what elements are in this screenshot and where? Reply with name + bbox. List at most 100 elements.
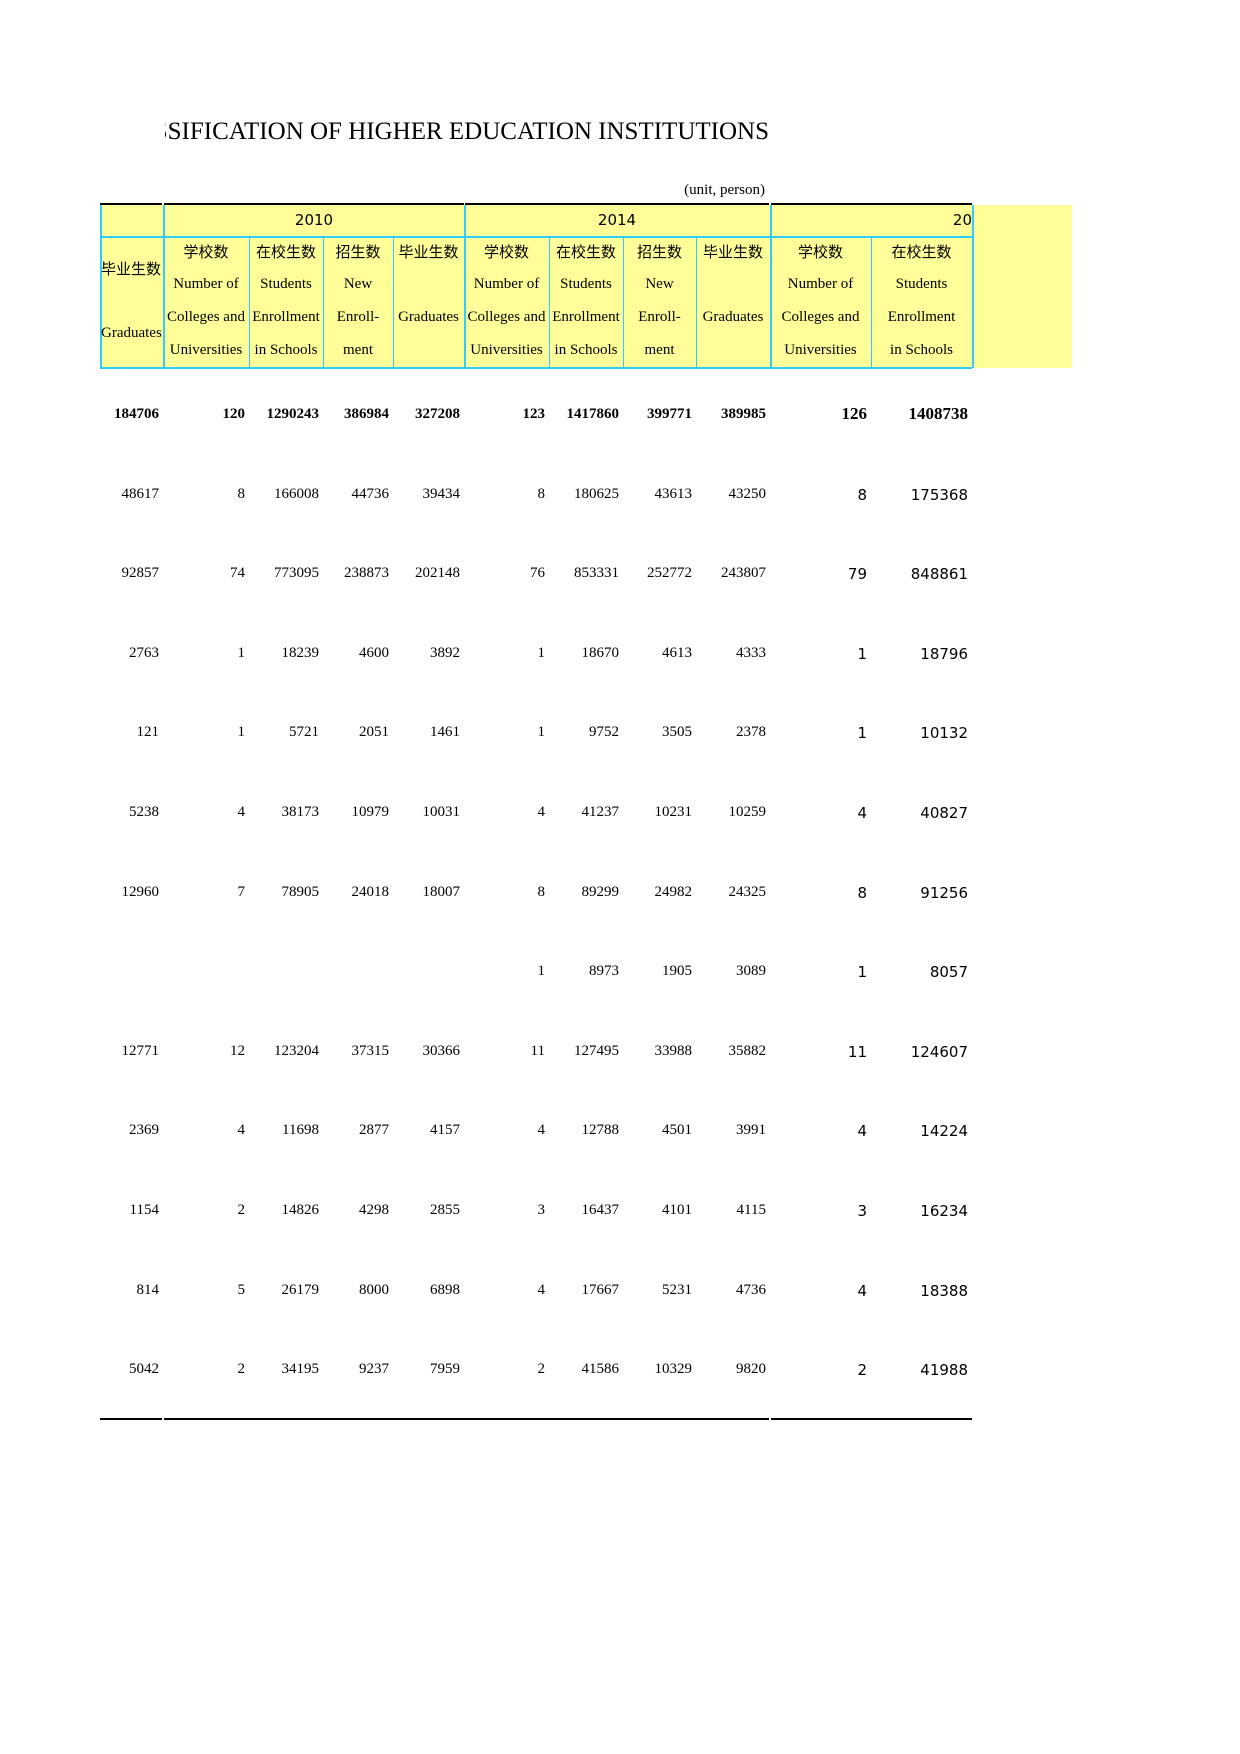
table-cell: 24018 [351,883,390,900]
header-border [623,237,624,368]
table-cell: 34195 [281,1361,320,1378]
table-cell: 40827 [920,804,968,822]
table-cell: 24982 [654,883,693,900]
column-header-zh: 在校生数 [891,245,952,261]
column-header-en: in Schools [554,342,618,358]
table-cell: 8057 [929,963,968,982]
bottom-rule [100,1418,162,1420]
table-cell: 4501 [662,1122,692,1139]
table-cell: 74 [230,565,245,582]
table-cell: 14826 [281,1202,320,1218]
table-cell: 2 [237,1361,246,1378]
table-cell: 1 [857,963,867,982]
table-cell: 7959 [430,1361,460,1378]
table-cell: 127495 [574,1042,619,1059]
table-cell: 1 [857,724,867,743]
column-header-zh: 毕业生数 [398,245,459,261]
table-cell: 814 [136,1281,160,1298]
table-cell: 10979 [351,804,390,820]
table-cell: 4736 [736,1281,766,1298]
year-header: 2014 [597,211,637,229]
table-cell: 10231 [654,804,693,820]
table-cell: 4613 [662,644,692,661]
table-cell: 16234 [920,1202,968,1220]
header-border [549,237,550,368]
header-border [871,237,872,368]
header-border [100,367,972,369]
table-cell: 12960 [121,883,160,900]
table-cell: 2763 [129,644,159,661]
table-cell: 4600 [359,644,389,661]
table-cell: 2855 [430,1202,460,1218]
table-cell: 4 [537,804,546,820]
top-rule [465,203,769,205]
table-cell: 3505 [662,724,692,741]
table-cell: 4115 [736,1202,766,1218]
table-cell: 121 [136,724,160,741]
column-header-en: New [645,276,674,292]
header-border [163,205,165,368]
header-border [100,236,972,238]
table-cell: 123 [522,406,546,422]
table-cell: 5238 [129,804,159,820]
table-cell: 123204 [274,1042,319,1059]
table-cell: 3892 [430,644,460,661]
table-cell: 10132 [920,724,968,743]
table-cell: 44736 [351,485,390,502]
column-header-en: Enrollment [252,309,320,325]
page-title: CLASSIFICATION OF HIGHER EDUCATION INSTI… [165,118,769,145]
column-header-en: ment [343,342,373,358]
column-header-en: Students [260,276,312,292]
unit-label: (unit, person) [684,182,765,198]
table-cell: 39434 [422,485,461,502]
table-cell: 7 [237,883,246,900]
table-cell: 773095 [274,565,319,582]
table-cell: 1461 [430,724,460,741]
table-cell: 18670 [581,644,620,661]
table-cell: 2 [857,1361,867,1380]
table-cell: 18239 [281,644,320,661]
table-cell: 14224 [920,1122,968,1141]
column-header-en: Enroll- [336,309,380,325]
column-header-en: in Schools [254,342,318,358]
table-cell: 12788 [581,1122,620,1139]
column-header-zh: 学校数 [483,245,529,261]
table-cell: 5 [237,1281,246,1298]
column-header-zh: 在校生数 [255,245,316,261]
table-cell: 1 [237,644,246,661]
table-cell: 1408738 [908,404,969,423]
table-cell: 184706 [114,406,159,422]
table-cell: 1 [537,644,546,661]
table-cell: 11698 [282,1122,319,1139]
column-header-en: Enroll- [638,309,681,325]
table-cell: 848861 [910,565,968,584]
table-cell: 124607 [910,1042,968,1061]
column-header-zh: 毕业生数 [702,245,763,261]
table-cell: 89299 [581,883,620,900]
column-header-en: Students [560,276,612,292]
table-cell: 38173 [281,804,320,820]
table-cell: 79 [847,565,867,584]
column-header-zh: 招生数 [335,245,381,261]
table-cell: 3991 [736,1122,766,1139]
table-cell: 10031 [422,804,461,820]
column-header-en: Number of [473,276,540,292]
table-cell: 2 [537,1361,546,1378]
bottom-rule [771,1418,972,1420]
table-cell: 4 [237,804,246,820]
table-cell: 35882 [728,1042,767,1059]
column-header-zh: 学校数 [183,245,229,261]
column-header-en: Graduates [702,309,764,325]
table-cell: 43613 [654,485,693,502]
table-cell: 92857 [121,565,160,582]
table-cell: 11 [847,1042,867,1061]
table-cell: 1 [857,644,867,663]
table-cell: 4 [537,1281,546,1298]
table-cell: 91256 [920,883,968,902]
header-graduates-zh: 毕业生数 [101,262,162,278]
column-header-en: Students [895,276,948,292]
table-cell: 76 [530,565,545,582]
table-cell: 41988 [920,1361,968,1380]
table-cell: 17667 [581,1281,620,1298]
column-header-en: Colleges and [167,309,245,325]
